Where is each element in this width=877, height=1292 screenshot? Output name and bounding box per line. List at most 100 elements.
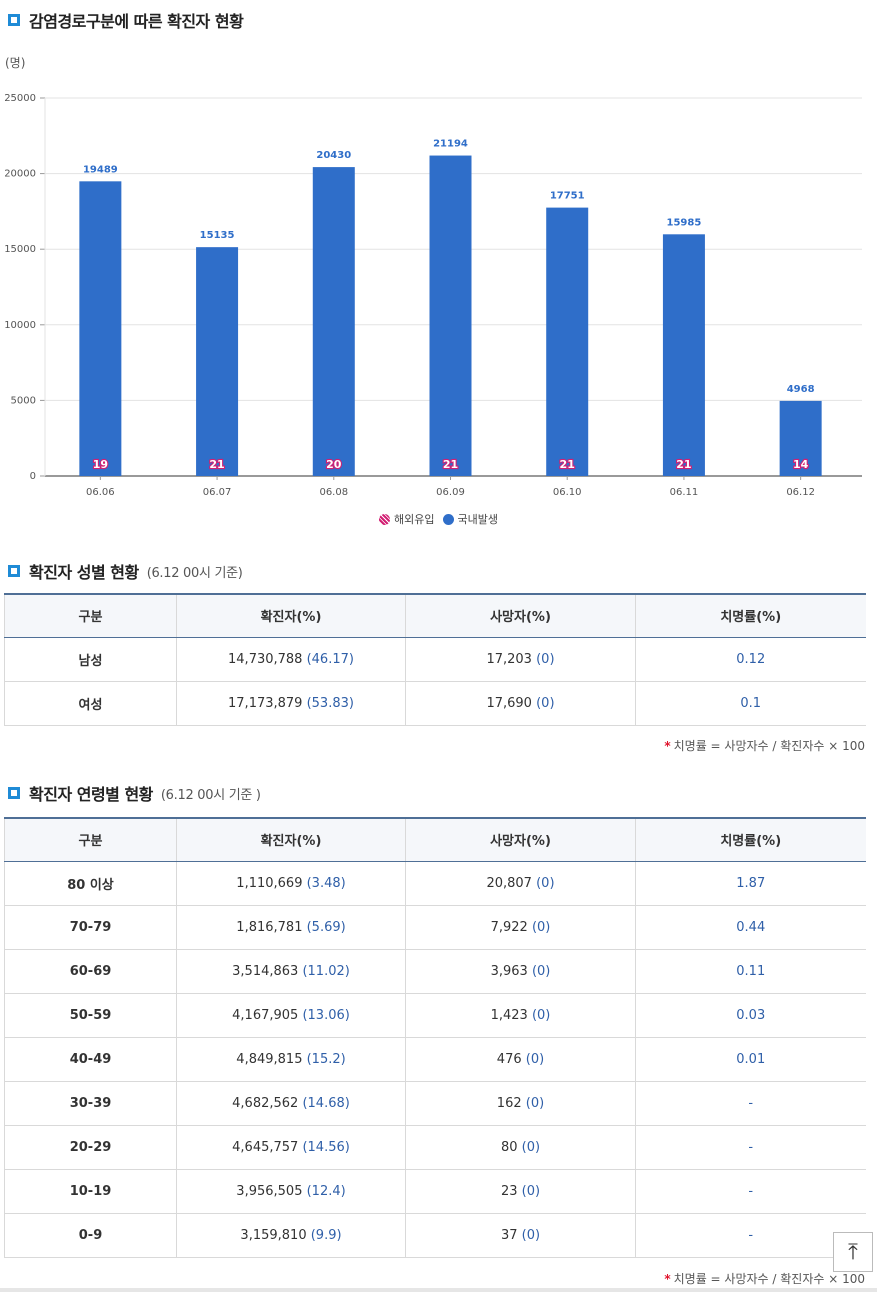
x-tick-label: 06.10 bbox=[553, 487, 582, 498]
deaths-percent: (0) bbox=[525, 1051, 545, 1067]
x-tick-label: 06.06 bbox=[86, 487, 115, 498]
category-text: 40-49 bbox=[69, 1051, 112, 1067]
cases-value: 3,956,505 bbox=[236, 1183, 303, 1199]
category-text: 0-9 bbox=[78, 1227, 103, 1243]
category-text: 60-69 bbox=[69, 963, 112, 979]
bar-value-label: 21194 bbox=[433, 139, 468, 150]
import-value-label: 14 bbox=[793, 458, 809, 471]
chart-legend: 해외유입 국내발생 bbox=[0, 511, 877, 527]
cases-value: 4,645,757 bbox=[232, 1139, 299, 1155]
cases-cell: 1,110,669 (3.48) bbox=[176, 861, 406, 906]
table-row: 60-69 3,514,863 (11.02) 3,963 (0) 0.11 bbox=[4, 949, 866, 994]
gender-category-cell: 남성 bbox=[4, 637, 177, 682]
y-tick-label: 0 bbox=[30, 471, 36, 482]
fatality-rate-value: - bbox=[748, 1183, 754, 1199]
bar-domestic bbox=[779, 400, 822, 476]
bar-domestic bbox=[546, 207, 589, 476]
deaths-cell: 1,423 (0) bbox=[405, 993, 636, 1038]
scroll-to-top-button[interactable]: ⤒ bbox=[833, 1232, 873, 1272]
cases-percent: (15.2) bbox=[306, 1051, 346, 1067]
deaths-value: 3,963 bbox=[490, 963, 528, 979]
fatality-rate-cell: 1.87 bbox=[635, 861, 866, 906]
age-category-cell: 20-29 bbox=[4, 1125, 177, 1170]
deaths-value: 7,922 bbox=[490, 919, 528, 935]
category-text: 여성 bbox=[78, 697, 103, 713]
y-tick-label: 20000 bbox=[4, 169, 36, 180]
cases-percent: (53.83) bbox=[306, 695, 354, 711]
cases-percent: (5.69) bbox=[306, 919, 346, 935]
bar-domestic bbox=[196, 247, 239, 476]
fatality-rate-value: 0.03 bbox=[736, 1007, 766, 1023]
cases-value: 4,849,815 bbox=[236, 1051, 303, 1067]
import-value-label: 20 bbox=[326, 458, 342, 471]
deaths-value: 80 bbox=[500, 1139, 518, 1155]
section-title-infection-route: 감염경로구분에 따른 확진자 현황 bbox=[8, 8, 244, 32]
table-row: 20-29 4,645,757 (14.56) 80 (0) - bbox=[4, 1125, 866, 1170]
section-title-age: 확진자 연령별 현황 (6.12 00시 기준 ) bbox=[8, 781, 261, 805]
header-deaths: 사망자(%) bbox=[405, 593, 636, 638]
table-row: 여성 17,173,879 (53.83) 17,690 (0) 0.1 bbox=[4, 681, 866, 726]
legend-label-import: 해외유입 bbox=[394, 513, 435, 526]
cases-cell: 3,956,505 (12.4) bbox=[176, 1169, 406, 1214]
category-text: 30-39 bbox=[69, 1095, 112, 1111]
deaths-value: 17,690 bbox=[486, 695, 532, 711]
header-category: 구분 bbox=[4, 593, 177, 638]
deaths-percent: (0) bbox=[531, 919, 551, 935]
age-category-cell: 0-9 bbox=[4, 1213, 177, 1258]
bar-domestic bbox=[312, 167, 355, 476]
legend-item-domestic[interactable]: 국내발생 bbox=[442, 511, 498, 527]
fatality-rate-cell: 0.1 bbox=[635, 681, 866, 726]
header-fatality-rate: 치명률(%) bbox=[635, 817, 866, 862]
deaths-cell: 17,690 (0) bbox=[405, 681, 636, 726]
fatality-rate-value: - bbox=[748, 1227, 754, 1243]
category-text: 20-29 bbox=[69, 1139, 112, 1155]
header-category: 구분 bbox=[4, 817, 177, 862]
deaths-cell: 80 (0) bbox=[405, 1125, 636, 1170]
category-text: 80 이상 bbox=[67, 877, 114, 893]
fatality-rate-value: 0.1 bbox=[740, 695, 762, 711]
fatality-note: * 치명률 = 사망자수 / 확진자수 × 100 bbox=[664, 737, 865, 754]
bar-value-label: 4968 bbox=[787, 384, 815, 395]
cases-cell: 4,682,562 (14.68) bbox=[176, 1081, 406, 1126]
deaths-value: 17,203 bbox=[486, 651, 532, 667]
deaths-cell: 20,807 (0) bbox=[405, 861, 636, 906]
cases-value: 4,682,562 bbox=[232, 1095, 299, 1111]
square-bullet-icon bbox=[8, 14, 20, 26]
deaths-value: 476 bbox=[496, 1051, 522, 1067]
x-tick-label: 06.11 bbox=[670, 487, 699, 498]
deaths-cell: 17,203 (0) bbox=[405, 637, 636, 682]
cases-value: 3,159,810 bbox=[240, 1227, 307, 1243]
deaths-percent: (0) bbox=[521, 1183, 541, 1199]
x-tick-label: 06.07 bbox=[203, 487, 232, 498]
note-asterisk: * bbox=[664, 739, 671, 753]
x-tick-label: 06.09 bbox=[436, 487, 465, 498]
bar-value-label: 20430 bbox=[316, 150, 351, 161]
x-tick-label: 06.08 bbox=[319, 487, 348, 498]
section-title-text: 확진자 연령별 현황 bbox=[29, 785, 153, 804]
deaths-percent: (0) bbox=[521, 1227, 541, 1243]
fatality-rate-cell: 0.12 bbox=[635, 637, 866, 682]
deaths-cell: 37 (0) bbox=[405, 1213, 636, 1258]
cases-cell: 4,849,815 (15.2) bbox=[176, 1037, 406, 1082]
table-row: 30-39 4,682,562 (14.68) 162 (0) - bbox=[4, 1081, 866, 1126]
infection-route-bar-chart: 0 5000 10000 15000 20000 25000 19489 19 06.06 151… bbox=[4, 93, 862, 498]
fatality-rate-cell: - bbox=[635, 1169, 866, 1214]
fatality-rate-value: - bbox=[748, 1139, 754, 1155]
table-row: 0-9 3,159,810 (9.9) 37 (0) - bbox=[4, 1213, 866, 1258]
legend-item-import[interactable]: 해외유입 bbox=[379, 511, 435, 527]
deaths-value: 37 bbox=[500, 1227, 518, 1243]
deaths-percent: (0) bbox=[521, 1139, 541, 1155]
cases-percent: (13.06) bbox=[302, 1007, 350, 1023]
cases-percent: (3.48) bbox=[306, 875, 346, 891]
fatality-rate-value: 0.44 bbox=[736, 919, 766, 935]
fatality-rate-value: 1.87 bbox=[736, 875, 766, 891]
square-bullet-icon bbox=[8, 565, 20, 577]
import-value-label: 21 bbox=[443, 458, 458, 471]
table-header-row: 구분 확진자(%) 사망자(%) 치명률(%) bbox=[4, 817, 866, 862]
note-asterisk: * bbox=[664, 1272, 671, 1286]
cases-cell: 17,173,879 (53.83) bbox=[176, 681, 406, 726]
chart-unit-label: (명) bbox=[5, 56, 26, 70]
bottom-divider bbox=[0, 1288, 877, 1292]
arrow-up-to-top-icon: ⤒ bbox=[848, 1239, 858, 1265]
category-text: 남성 bbox=[78, 653, 103, 669]
